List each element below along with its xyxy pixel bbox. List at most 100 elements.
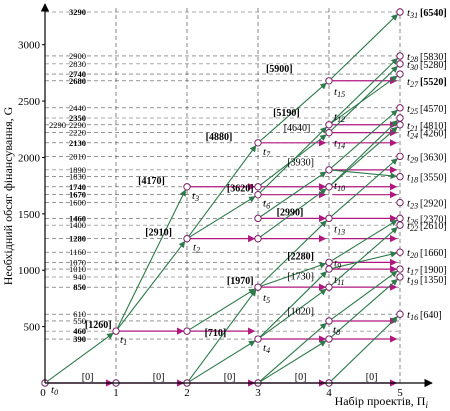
state-node bbox=[325, 166, 333, 174]
fund-edge bbox=[260, 82, 327, 141]
state-label: t11 bbox=[334, 274, 344, 287]
level-label: 2130 bbox=[69, 138, 86, 148]
state-label-index: 13 bbox=[337, 227, 345, 236]
state-node bbox=[396, 60, 404, 68]
edge-value-label: [0] bbox=[224, 372, 236, 383]
state-label: t24 bbox=[407, 128, 418, 141]
state-node bbox=[396, 273, 404, 281]
terminal-value-label: [4260] bbox=[420, 129, 447, 140]
edge-value-label: [2280] bbox=[287, 251, 314, 262]
state-label: t26 bbox=[407, 213, 418, 226]
level-label: 390 bbox=[73, 334, 86, 344]
state-node bbox=[396, 8, 404, 16]
fund-edge bbox=[331, 316, 398, 381]
y-tick-label: 2000 bbox=[18, 152, 41, 164]
edge-value-label: [4170] bbox=[138, 176, 165, 187]
edge-value-label: [5900] bbox=[266, 64, 293, 75]
state-label-index: 4 bbox=[266, 346, 270, 355]
terminal-value-label: [4810] bbox=[420, 121, 447, 132]
level-label: 1070 bbox=[69, 257, 86, 267]
fund-edge bbox=[331, 57, 398, 123]
state-label-index: 23 bbox=[410, 202, 418, 211]
state-label: t0 bbox=[51, 384, 58, 397]
state-label: t28 bbox=[407, 51, 418, 64]
edge-value-label: [2990] bbox=[277, 207, 304, 218]
state-label-index: 2 bbox=[196, 246, 200, 255]
state-label: t30 bbox=[407, 59, 418, 72]
level-label: 2440 bbox=[69, 103, 86, 113]
fund-edge bbox=[332, 251, 398, 269]
fund-edge bbox=[189, 340, 256, 382]
y-tick-label: 1500 bbox=[18, 209, 41, 221]
level-label: 1600 bbox=[69, 198, 86, 208]
fund-edge bbox=[189, 196, 256, 238]
state-node bbox=[325, 335, 333, 343]
state-label-index: 29 bbox=[410, 155, 418, 164]
state-node bbox=[254, 214, 262, 223]
terminal-value-label: [640] bbox=[420, 310, 442, 321]
level-label: 1280 bbox=[69, 234, 86, 244]
x-axis-label-main: Набір проектів, Π bbox=[335, 394, 426, 408]
state-label: t7 bbox=[263, 146, 271, 159]
state-label-index: 0 bbox=[54, 388, 58, 397]
state-label-index: 3 bbox=[194, 194, 199, 203]
level-label: 2290 bbox=[69, 120, 86, 130]
x-tick-label: 1 bbox=[113, 387, 119, 399]
state-node bbox=[183, 234, 191, 243]
state-node bbox=[396, 70, 404, 78]
y-tick-label: 1000 bbox=[18, 265, 41, 277]
state-label-index: 8 bbox=[336, 328, 340, 337]
level-label: 1010 bbox=[69, 264, 86, 274]
level-label: 1830 bbox=[69, 172, 86, 182]
state-label: t3 bbox=[192, 190, 199, 203]
edge-value-label: [3620] bbox=[227, 184, 254, 195]
state-node bbox=[183, 183, 191, 191]
fund-edge bbox=[188, 289, 257, 381]
state-label: t31 bbox=[407, 7, 418, 20]
state-node bbox=[325, 214, 333, 223]
x-tick-label: 3 bbox=[255, 387, 261, 399]
edge-value-label: [5190] bbox=[273, 108, 300, 119]
level-label: 3290 bbox=[69, 7, 86, 17]
axes: Необхідний обсяг фінансування, G Набір п… bbox=[1, 3, 433, 410]
fund-edge bbox=[189, 288, 256, 330]
fund-edge bbox=[260, 340, 327, 382]
level-label: 1670 bbox=[69, 190, 86, 200]
state-label-index: 30 bbox=[409, 63, 418, 72]
state-label-index: 27 bbox=[410, 80, 419, 89]
level-label: 2740 bbox=[69, 69, 86, 79]
level-label: 2680 bbox=[69, 76, 86, 86]
state-node bbox=[325, 258, 333, 267]
state-label: t15 bbox=[334, 86, 345, 99]
state-label: t20 bbox=[407, 247, 418, 260]
state-node bbox=[254, 139, 262, 147]
fund-edge bbox=[331, 119, 398, 185]
edge-value-label: [3930] bbox=[287, 158, 314, 169]
state-node bbox=[325, 317, 333, 325]
state-label-index: 16 bbox=[410, 313, 418, 322]
edge-value-label: [2910] bbox=[145, 228, 172, 239]
state-label: t21 bbox=[407, 120, 418, 133]
fund-edge bbox=[47, 332, 114, 382]
state-label-index: 11 bbox=[337, 278, 344, 287]
state-label: t14 bbox=[334, 138, 345, 151]
y-tick-label: 3000 bbox=[18, 40, 41, 52]
state-label-index: 31 bbox=[409, 11, 418, 20]
state-node bbox=[396, 121, 404, 129]
terminal-value-label: [5520] bbox=[420, 77, 447, 88]
terminal-value-label: [2610] bbox=[420, 221, 447, 232]
state-label-index: 17 bbox=[410, 268, 419, 277]
fund-edge bbox=[332, 169, 398, 180]
level-label: 2220 bbox=[69, 128, 86, 138]
terminal-value-label: [1900] bbox=[420, 265, 447, 276]
state-node bbox=[254, 183, 262, 191]
state-node bbox=[396, 214, 404, 223]
level-label: 2010 bbox=[69, 151, 86, 161]
fund-edge bbox=[331, 270, 398, 320]
state-label: t13 bbox=[334, 223, 345, 236]
terminal-value-label: [5280] bbox=[420, 60, 447, 71]
state-label-index: 25 bbox=[410, 107, 418, 116]
fund-edge bbox=[260, 220, 327, 286]
x-tick-label: 2 bbox=[184, 387, 190, 399]
